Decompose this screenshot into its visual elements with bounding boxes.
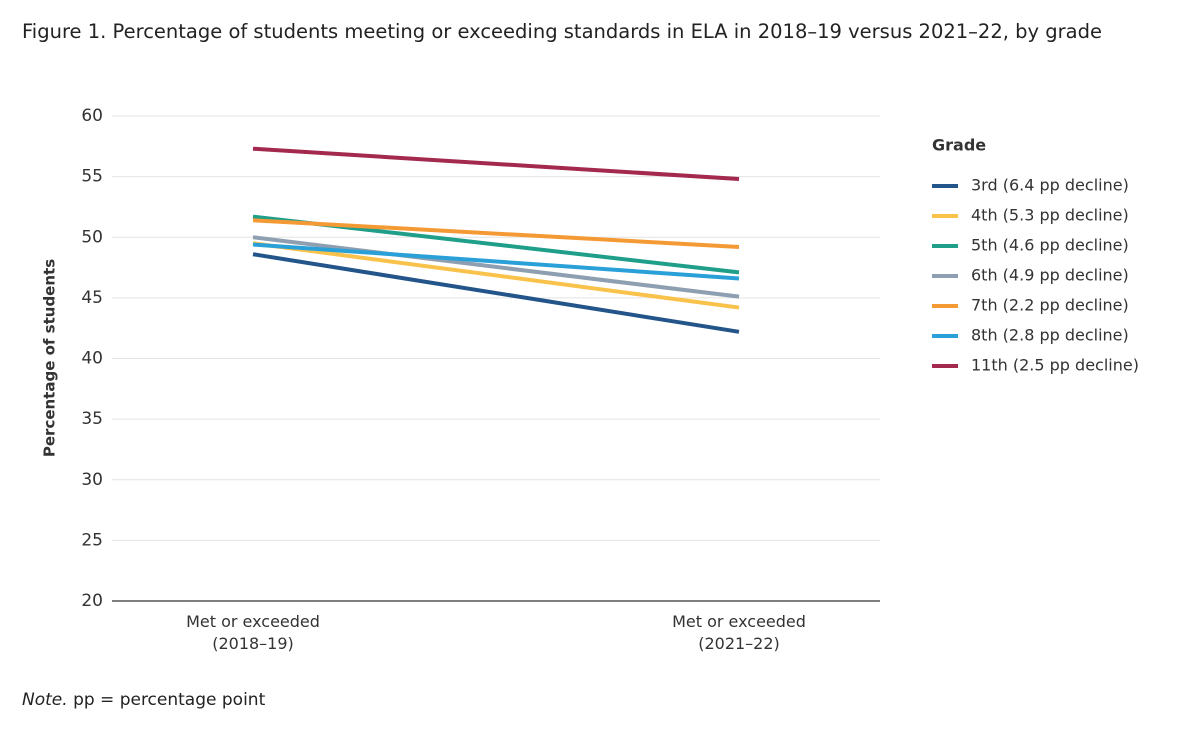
x-tick-label: Met or exceeded (2018–19) bbox=[186, 612, 320, 653]
y-tick-label: 40 bbox=[81, 349, 103, 369]
series-line bbox=[252, 252, 740, 334]
note-label: Note. bbox=[22, 690, 68, 710]
y-tick-label: 25 bbox=[81, 530, 103, 550]
series-line bbox=[252, 241, 740, 310]
series-line bbox=[252, 242, 740, 281]
y-tick-label: 20 bbox=[81, 591, 103, 611]
legend-label: 5th (4.6 pp decline) bbox=[971, 236, 1129, 255]
figure-label: Figure 1. bbox=[22, 20, 107, 43]
legend-title: Grade bbox=[932, 136, 986, 155]
title-block: Figure 1. Percentage of students meeting… bbox=[22, 20, 1102, 43]
legend-label: 3rd (6.4 pp decline) bbox=[971, 176, 1129, 195]
y-tick-label: 30 bbox=[81, 470, 103, 490]
legend-label: 11th (2.5 pp decline) bbox=[971, 356, 1139, 375]
y-tick-label: 55 bbox=[81, 167, 103, 187]
y-tick-label: 50 bbox=[81, 227, 103, 247]
legend-label: 8th (2.8 pp decline) bbox=[971, 326, 1129, 345]
series-line bbox=[252, 146, 740, 182]
x-tick-label: Met or exceeded (2021–22) bbox=[672, 612, 806, 653]
note-block: Note. pp = percentage point bbox=[22, 690, 265, 710]
chart-title: Percentage of students meeting or exceed… bbox=[112, 20, 1102, 43]
series-line bbox=[252, 235, 740, 299]
y-tick-label: 45 bbox=[81, 288, 103, 308]
y-tick-label: 60 bbox=[81, 106, 103, 126]
legend-label: 6th (4.9 pp decline) bbox=[971, 266, 1129, 285]
series-line bbox=[252, 218, 740, 249]
y-axis-label: Percentage of students bbox=[41, 259, 59, 457]
legend-label: 7th (2.2 pp decline) bbox=[971, 296, 1129, 315]
y-tick-label: 35 bbox=[81, 409, 103, 429]
note: pp = percentage point bbox=[73, 690, 266, 710]
legend-label: 4th (5.3 pp decline) bbox=[971, 206, 1129, 225]
